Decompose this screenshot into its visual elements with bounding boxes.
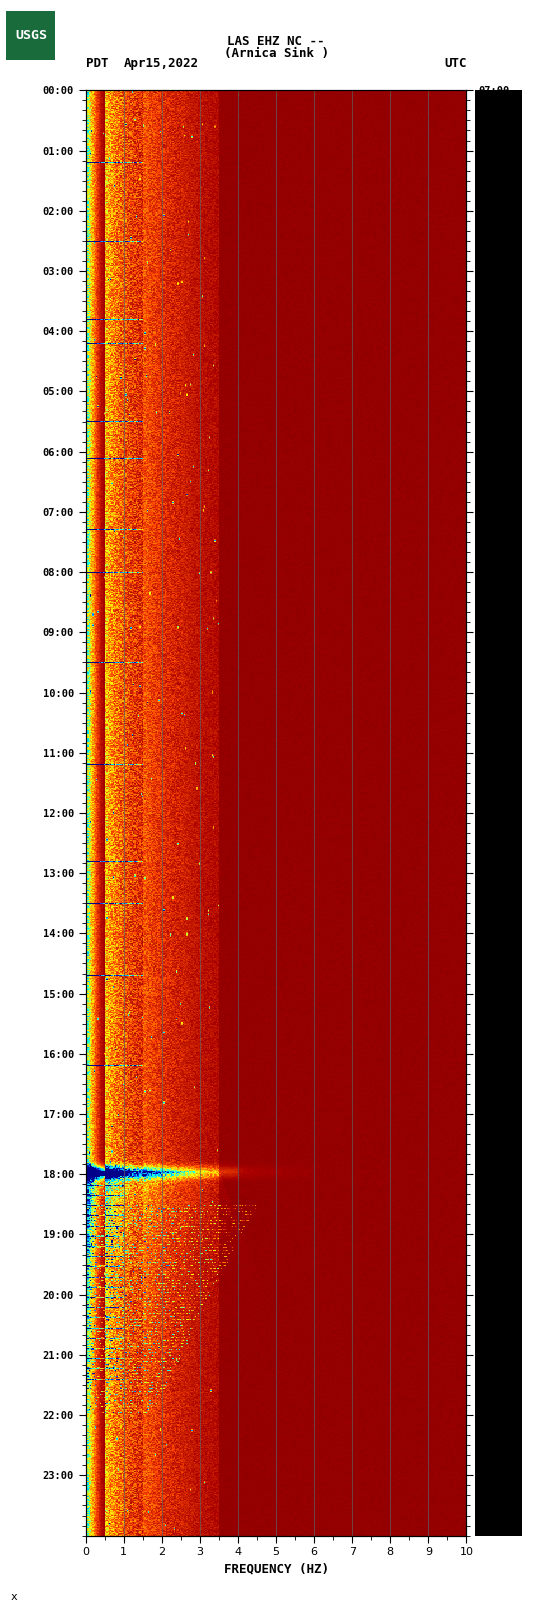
Text: PDT: PDT xyxy=(86,56,108,71)
X-axis label: FREQUENCY (HZ): FREQUENCY (HZ) xyxy=(224,1563,328,1576)
Text: (Arnica Sink ): (Arnica Sink ) xyxy=(224,47,328,60)
Text: USGS: USGS xyxy=(15,29,47,42)
Text: Apr15,2022: Apr15,2022 xyxy=(124,56,199,71)
Text: LAS EHZ NC --: LAS EHZ NC -- xyxy=(227,34,325,47)
Text: x: x xyxy=(11,1592,18,1602)
Text: UTC: UTC xyxy=(444,56,466,71)
